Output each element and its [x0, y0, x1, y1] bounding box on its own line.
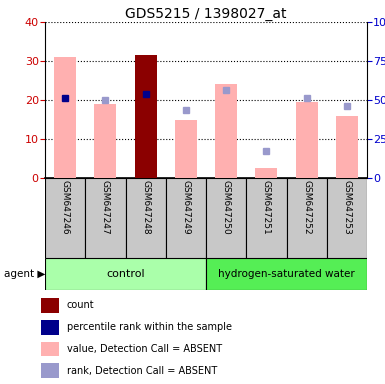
- Bar: [255, 168, 278, 178]
- Bar: [94, 104, 116, 178]
- Bar: [175, 119, 197, 178]
- Text: GSM647249: GSM647249: [181, 180, 190, 235]
- Bar: [166, 178, 206, 258]
- Text: GSM647252: GSM647252: [302, 180, 311, 235]
- Text: percentile rank within the sample: percentile rank within the sample: [67, 322, 232, 332]
- Bar: [45, 258, 206, 290]
- Text: GSM647247: GSM647247: [101, 180, 110, 235]
- Bar: [54, 57, 76, 178]
- Bar: [296, 102, 318, 178]
- Text: value, Detection Call = ABSENT: value, Detection Call = ABSENT: [67, 344, 222, 354]
- Bar: [40, 298, 59, 313]
- Bar: [246, 178, 286, 258]
- Bar: [286, 178, 327, 258]
- Text: control: control: [106, 269, 145, 279]
- Text: hydrogen-saturated water: hydrogen-saturated water: [218, 269, 355, 279]
- Bar: [336, 116, 358, 178]
- Bar: [45, 178, 85, 258]
- Bar: [134, 55, 157, 178]
- Text: GSM647251: GSM647251: [262, 180, 271, 235]
- Bar: [85, 178, 126, 258]
- Text: GSM647246: GSM647246: [60, 180, 70, 235]
- Text: GSM647248: GSM647248: [141, 180, 150, 235]
- Text: GSM647250: GSM647250: [222, 180, 231, 235]
- Bar: [327, 178, 367, 258]
- Text: GSM647253: GSM647253: [342, 180, 352, 235]
- Text: rank, Detection Call = ABSENT: rank, Detection Call = ABSENT: [67, 366, 217, 376]
- Text: agent ▶: agent ▶: [4, 269, 45, 279]
- Bar: [40, 320, 59, 334]
- Bar: [215, 84, 237, 178]
- Text: count: count: [67, 300, 95, 310]
- Bar: [126, 178, 166, 258]
- Title: GDS5215 / 1398027_at: GDS5215 / 1398027_at: [125, 7, 287, 21]
- Bar: [206, 178, 246, 258]
- Bar: [40, 363, 59, 378]
- Bar: [40, 342, 59, 356]
- Bar: [206, 258, 367, 290]
